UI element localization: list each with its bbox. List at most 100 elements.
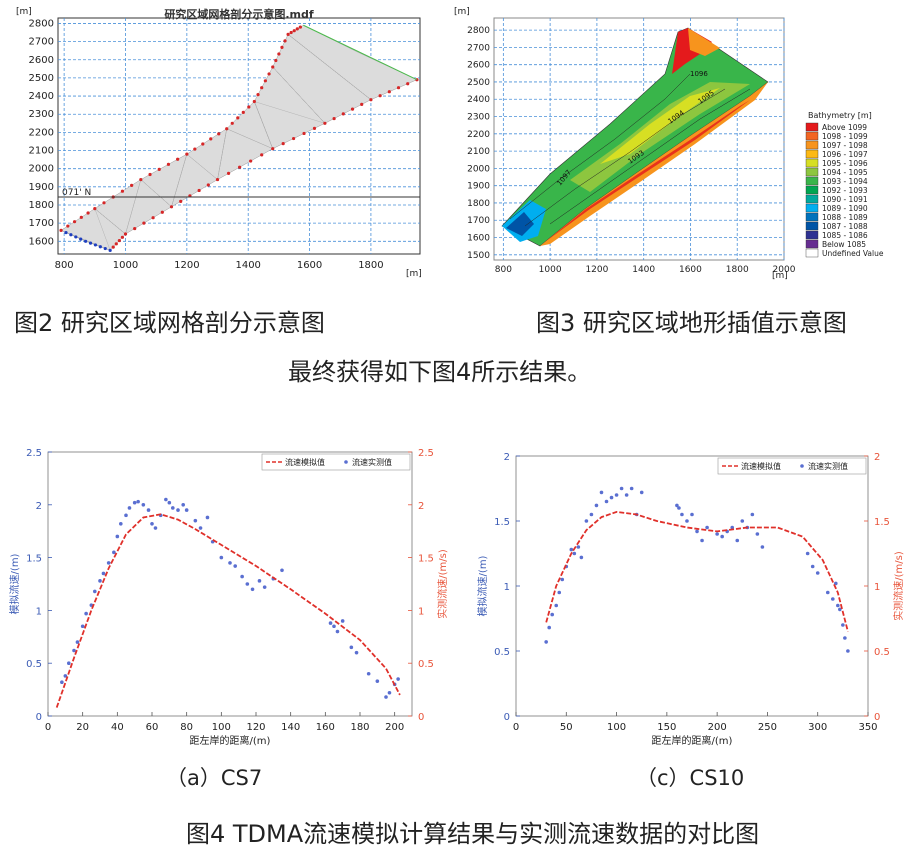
fig2-y-tick-label: 2600 <box>29 55 54 66</box>
fig3-legend-label: 1089 - 1090 <box>822 204 868 213</box>
x-tick-label: 50 <box>560 722 573 733</box>
fig2-y-tick-label: 2000 <box>29 164 54 175</box>
measured-point <box>599 490 604 495</box>
measured-point <box>841 623 845 627</box>
measured-point <box>760 545 765 549</box>
fig3-y-tick-label: 2300 <box>467 113 490 123</box>
y-tick-label-right: 2.5 <box>418 448 434 459</box>
y-tick-label-right: 2 <box>418 501 424 512</box>
fig3-legend-label: 1090 - 1091 <box>822 195 868 204</box>
measured-point <box>280 568 284 573</box>
fig3-legend-label: 1095 - 1096 <box>822 159 868 168</box>
fig2-x-tick-label: 1200 <box>174 260 199 271</box>
fig3-legend-swatch <box>805 131 819 141</box>
fig3-y-tick-label: 2500 <box>467 78 490 88</box>
measured-point <box>846 649 850 653</box>
measured-point <box>72 648 76 653</box>
measured-point <box>589 512 594 517</box>
measured-point <box>332 624 336 629</box>
y-tick-label-left: 0.5 <box>26 659 42 670</box>
measured-point <box>576 545 581 549</box>
fig2-x-tick-label: 1000 <box>113 260 138 271</box>
measured-point <box>124 513 128 518</box>
measured-point <box>557 590 562 595</box>
measured-point <box>554 603 559 608</box>
fig3-x-tick-label: 1400 <box>632 265 655 275</box>
x-tick-label: 40 <box>111 722 124 733</box>
measured-point <box>340 619 345 623</box>
legend-box <box>717 457 867 475</box>
measured-point <box>675 503 679 508</box>
measured-point <box>198 526 203 530</box>
x-tick-label: 0 <box>45 722 51 733</box>
fig3-x-tick-label: 800 <box>495 265 512 275</box>
y-tick-label-left: 1 <box>36 606 42 617</box>
y-tick-label-left: 2 <box>36 501 42 512</box>
fig3-x-tick-label: 1600 <box>679 265 702 275</box>
measured-point <box>164 497 168 502</box>
fig3-y-tick-label: 2400 <box>467 95 490 105</box>
fig3-caption: 图3 研究区域地形插值示意图 <box>536 309 847 337</box>
x-tick-label: 80 <box>180 722 193 733</box>
y-tick-label-right: 0 <box>418 712 424 723</box>
measured-point <box>690 512 694 517</box>
fig2-y-tick-label: 1600 <box>29 236 54 247</box>
x-tick-label: 350 <box>858 722 877 733</box>
measured-point <box>375 679 380 683</box>
y-tick-label-left: 0 <box>36 712 42 723</box>
measured-point <box>176 508 180 512</box>
measured-point <box>685 519 689 523</box>
measured-point <box>136 499 140 504</box>
fig2-y-ticks: 1600 1700 1800 1900 2000 2100 2200 2300 2400 2500… <box>29 18 54 247</box>
y-tick-label-right: 2 <box>874 452 880 463</box>
fig3-legend-title: Bathymetry [m] <box>808 111 872 120</box>
fig3-legend-swatch <box>805 230 819 240</box>
fig3-legend-swatch <box>805 239 819 249</box>
measured-point <box>547 625 551 630</box>
x-tick-label: 300 <box>808 722 827 733</box>
fig2-x-ticks: 800 1000 1200 1400 1600 1800 <box>55 260 384 271</box>
measured-point <box>101 571 106 576</box>
fig3-y-tick-label: 2600 <box>467 61 490 71</box>
fig2-mesh <box>59 24 419 252</box>
fig2-x-unit: [m] <box>406 269 422 279</box>
measured-point <box>680 512 684 517</box>
measured-point <box>67 661 71 665</box>
fig3-y-ticks: 1500 1600 1700 1800 1900 2000 2100 2200 2300 2400… <box>467 26 490 261</box>
measured-point <box>75 640 80 644</box>
measured-point <box>560 577 565 582</box>
measured-point <box>328 621 333 625</box>
y-axis-label-right: 实测流速/(m/s) <box>436 549 449 619</box>
fig3-legend-label: 1097 - 1098 <box>822 141 868 150</box>
measured-point <box>550 612 555 617</box>
measured-point <box>629 486 634 491</box>
y-tick-label-right: 1.5 <box>874 517 890 528</box>
x-tick-label: 150 <box>657 722 676 733</box>
measured-point <box>677 506 681 510</box>
fig2-y-tick-label: 2300 <box>29 109 54 120</box>
x-tick-label: 140 <box>281 722 300 733</box>
x-tick-label: 200 <box>708 722 727 733</box>
fig3-y-tick-label: 2800 <box>467 26 490 36</box>
fig3-contour-label: 1096 <box>690 70 708 78</box>
measured-point <box>838 607 842 612</box>
fig3-x-ticks: 800 1000 1200 1400 1600 1800 2000 <box>495 265 796 275</box>
measured-point <box>132 500 137 505</box>
measured-point <box>579 555 584 560</box>
measured-point <box>366 671 371 676</box>
fig3-legend-label: 1094 - 1095 <box>822 168 868 177</box>
measured-point <box>150 522 154 526</box>
x-tick-label: 160 <box>316 722 335 733</box>
fig2-y-tick-label: 2500 <box>29 73 54 84</box>
measured-point <box>146 508 151 512</box>
fig3-y-tick-label: 2200 <box>467 130 490 140</box>
x-tick-label: 0 <box>513 722 519 733</box>
fig2-y-tick-label: 1800 <box>29 200 54 211</box>
measured-point <box>112 550 116 555</box>
fig3-legend-label: 1085 - 1086 <box>822 231 868 240</box>
measured-point <box>167 500 172 505</box>
measured-point <box>572 551 577 556</box>
measured-point <box>730 525 735 530</box>
fig3-legend-swatch <box>805 212 819 222</box>
